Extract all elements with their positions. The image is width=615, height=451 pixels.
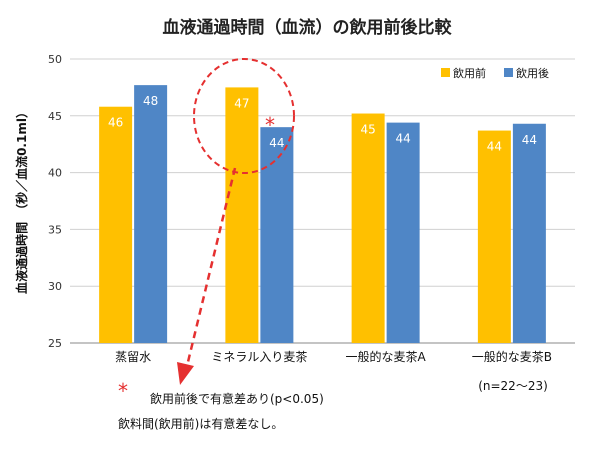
highlight-circle	[193, 58, 295, 174]
y-tick-label: 40	[48, 167, 62, 180]
arrow-head	[177, 362, 194, 385]
footnote-line-2: 飲料間(飲用前)は有意差なし。	[118, 416, 283, 431]
category-label: ミネラル入り麦茶	[211, 349, 307, 364]
bar-before	[351, 113, 385, 343]
bar-before	[477, 130, 511, 343]
legend-label-before: 飲用前	[453, 66, 486, 80]
y-tick-labels: 25 30 35 40 45 50	[48, 53, 62, 350]
bar-after	[386, 122, 420, 343]
bar-before	[225, 87, 259, 344]
data-label: 44	[395, 132, 410, 146]
category-labels: 蒸留水 ミネラル入り麦茶 一般的な麦茶A 一般的な麦茶B	[115, 349, 552, 364]
category-label: 一般的な麦茶B	[472, 349, 552, 364]
footnote-line-1: 飲用前後で有意差あり(p<0.05)	[150, 391, 324, 406]
bar-after	[134, 85, 168, 344]
bars	[99, 85, 546, 344]
legend-swatch-before	[441, 68, 450, 77]
bar-after	[512, 123, 546, 343]
y-tick-label: 35	[48, 223, 62, 236]
y-tick-label: 25	[48, 337, 62, 350]
highlight-arrow	[177, 167, 237, 385]
data-label: 46	[108, 116, 123, 130]
data-label: 47	[234, 96, 249, 110]
category-label: 蒸留水	[115, 350, 151, 364]
y-tick-label: 45	[48, 110, 62, 123]
category-label: 一般的な麦茶A	[346, 349, 427, 364]
footnote-mark: *	[118, 379, 128, 403]
chart-title: 血液通過時間（血流）の飲用前後比較	[163, 17, 453, 38]
legend-swatch-after	[504, 68, 513, 77]
bar-before	[99, 106, 133, 343]
data-label: 44	[522, 133, 537, 147]
data-labels: 46 48 47 44 45 44 44 44	[108, 94, 537, 153]
data-label: 44	[487, 140, 502, 154]
sample-size-note: (n=22～23)	[478, 379, 548, 393]
bar-after	[260, 127, 294, 343]
significance-mark: *	[265, 113, 275, 137]
data-label: 45	[360, 123, 375, 137]
y-tick-label: 30	[48, 280, 62, 293]
arrow-shaft	[185, 167, 237, 367]
data-label: 48	[143, 94, 158, 108]
legend: 飲用前 飲用後	[441, 66, 549, 80]
y-axis-label: 血液通過時間 （秒／血流0.1ml）	[14, 106, 29, 294]
legend-label-after: 飲用後	[516, 66, 549, 80]
data-label: 44	[269, 136, 284, 150]
y-tick-label: 50	[48, 53, 62, 66]
